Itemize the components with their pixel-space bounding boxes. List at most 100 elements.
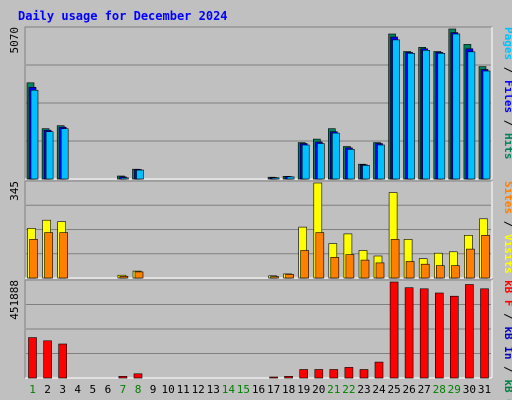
x-tick-label: 5 bbox=[89, 383, 96, 396]
panel-top: 5070 Pages / Files / Hits bbox=[8, 26, 512, 180]
x-tick-label: 30 bbox=[463, 383, 476, 396]
x-tick-label: 7 bbox=[120, 383, 127, 396]
legend-entry: / bbox=[502, 113, 512, 133]
bar-kb_f bbox=[344, 367, 354, 379]
x-tick-label: 1 bbox=[29, 383, 36, 396]
x-tick-label: 22 bbox=[342, 383, 355, 396]
bar-sites bbox=[29, 239, 38, 279]
bar-sites bbox=[435, 265, 445, 279]
panel-legend: kB F / kB In / kB Out bbox=[502, 280, 512, 400]
chart-panels: 5070 Pages / Files / Hits 345 Sites / Visit… bbox=[8, 26, 512, 400]
panel-legend: Pages / Files / Hits bbox=[502, 27, 512, 160]
x-tick-label: 14 bbox=[222, 383, 236, 396]
chart-title: Daily usage for December 2024 bbox=[18, 9, 228, 23]
x-tick-label: 23 bbox=[357, 383, 370, 396]
bar-pages bbox=[452, 33, 461, 180]
bar-sites bbox=[315, 232, 325, 279]
x-tick-label: 13 bbox=[207, 383, 220, 396]
panel-bottom: 451888 kB F / kB In / kB Out bbox=[8, 279, 512, 400]
x-tick-label: 17 bbox=[267, 383, 280, 396]
bar-pages bbox=[331, 132, 340, 180]
x-tick-label: 25 bbox=[387, 383, 400, 396]
legend-entry: Pages bbox=[502, 27, 512, 60]
bar-kb_f bbox=[329, 369, 339, 379]
bar-pages bbox=[407, 52, 415, 180]
legend-entry: Files bbox=[502, 80, 512, 113]
bar-sites bbox=[300, 250, 310, 279]
bar-sites bbox=[466, 248, 475, 279]
panel-scale-label: 451888 bbox=[8, 280, 21, 320]
bar-kb_f bbox=[299, 369, 309, 379]
bar-pages bbox=[377, 144, 385, 180]
x-tick-label: 4 bbox=[74, 383, 81, 396]
bar-kb_f bbox=[374, 361, 384, 379]
bar-kb_f bbox=[58, 343, 68, 379]
x-tick-label: 28 bbox=[433, 383, 446, 396]
bar-pages bbox=[467, 51, 476, 180]
bar-sites bbox=[390, 239, 400, 279]
bar-kb_f bbox=[284, 375, 293, 379]
x-axis-labels: 1 2 3 4 5 6 7 8 9 10 11 12 13 14 15 16 17 18 19 20 21 22 23 24 2… bbox=[29, 383, 491, 396]
bar-sites bbox=[345, 254, 355, 279]
x-tick-label: 21 bbox=[327, 383, 340, 396]
bar-pages bbox=[45, 131, 54, 180]
bar-pages bbox=[271, 177, 280, 180]
legend-entry: kB In bbox=[502, 326, 512, 359]
x-tick-label: 15 bbox=[237, 383, 250, 396]
x-tick-label: 6 bbox=[105, 383, 112, 396]
bar-kb_f bbox=[434, 292, 444, 379]
x-tick-label: 31 bbox=[478, 383, 491, 396]
bar-kb_f bbox=[43, 340, 52, 379]
bar-sites bbox=[481, 235, 490, 279]
bar-pages bbox=[347, 149, 355, 180]
x-tick-label: 27 bbox=[418, 383, 431, 396]
panel-middle: 345 Sites / Visits bbox=[8, 180, 512, 279]
bar-sites bbox=[270, 276, 279, 279]
bar-kb_f bbox=[133, 373, 143, 379]
legend-entry: Hits bbox=[502, 133, 512, 160]
bar-pages bbox=[437, 52, 446, 180]
bar-kb_f bbox=[465, 284, 474, 379]
bar-pages bbox=[482, 70, 491, 180]
x-tick-label: 24 bbox=[372, 383, 386, 396]
legend-entry: / bbox=[502, 60, 512, 80]
bar-pages bbox=[121, 177, 129, 180]
legend-entry: kB F bbox=[502, 280, 512, 307]
legend-entry: / bbox=[502, 214, 512, 234]
x-tick-label: 16 bbox=[252, 383, 265, 396]
bar-kb_f bbox=[314, 369, 324, 379]
x-tick-label: 8 bbox=[135, 383, 142, 396]
bar-sites bbox=[330, 256, 340, 279]
legend-entry: Visits bbox=[502, 234, 512, 274]
bar-pages bbox=[422, 49, 431, 180]
x-tick-label: 29 bbox=[448, 383, 461, 396]
bar-kb_f bbox=[404, 287, 414, 379]
bar-pages bbox=[362, 165, 370, 180]
bar-pages bbox=[136, 169, 144, 180]
bar-pages bbox=[30, 89, 39, 180]
bar-kb_f bbox=[449, 295, 459, 379]
legend-entry: / bbox=[502, 360, 512, 380]
bar-kb_f bbox=[359, 369, 369, 379]
x-tick-label: 19 bbox=[297, 383, 310, 396]
panel-scale-label: 5070 bbox=[8, 27, 21, 54]
x-tick-label: 20 bbox=[312, 383, 325, 396]
x-tick-label: 3 bbox=[59, 383, 66, 396]
bar-kb_f bbox=[389, 281, 399, 379]
bar-sites bbox=[360, 259, 370, 279]
bar-pages bbox=[392, 39, 400, 180]
bar-pages bbox=[60, 128, 69, 180]
bar-sites bbox=[59, 232, 69, 279]
bar-sites bbox=[375, 262, 385, 279]
bar-pages bbox=[286, 176, 295, 180]
x-tick-label: 2 bbox=[44, 383, 51, 396]
bar-kb_f bbox=[118, 375, 128, 379]
x-tick-label: 26 bbox=[402, 383, 415, 396]
bar-kb_f bbox=[480, 288, 489, 379]
bar-sites bbox=[119, 275, 129, 279]
legend-entry: Sites bbox=[502, 181, 512, 214]
bar-pages bbox=[316, 143, 325, 180]
bar-sites bbox=[405, 261, 415, 279]
